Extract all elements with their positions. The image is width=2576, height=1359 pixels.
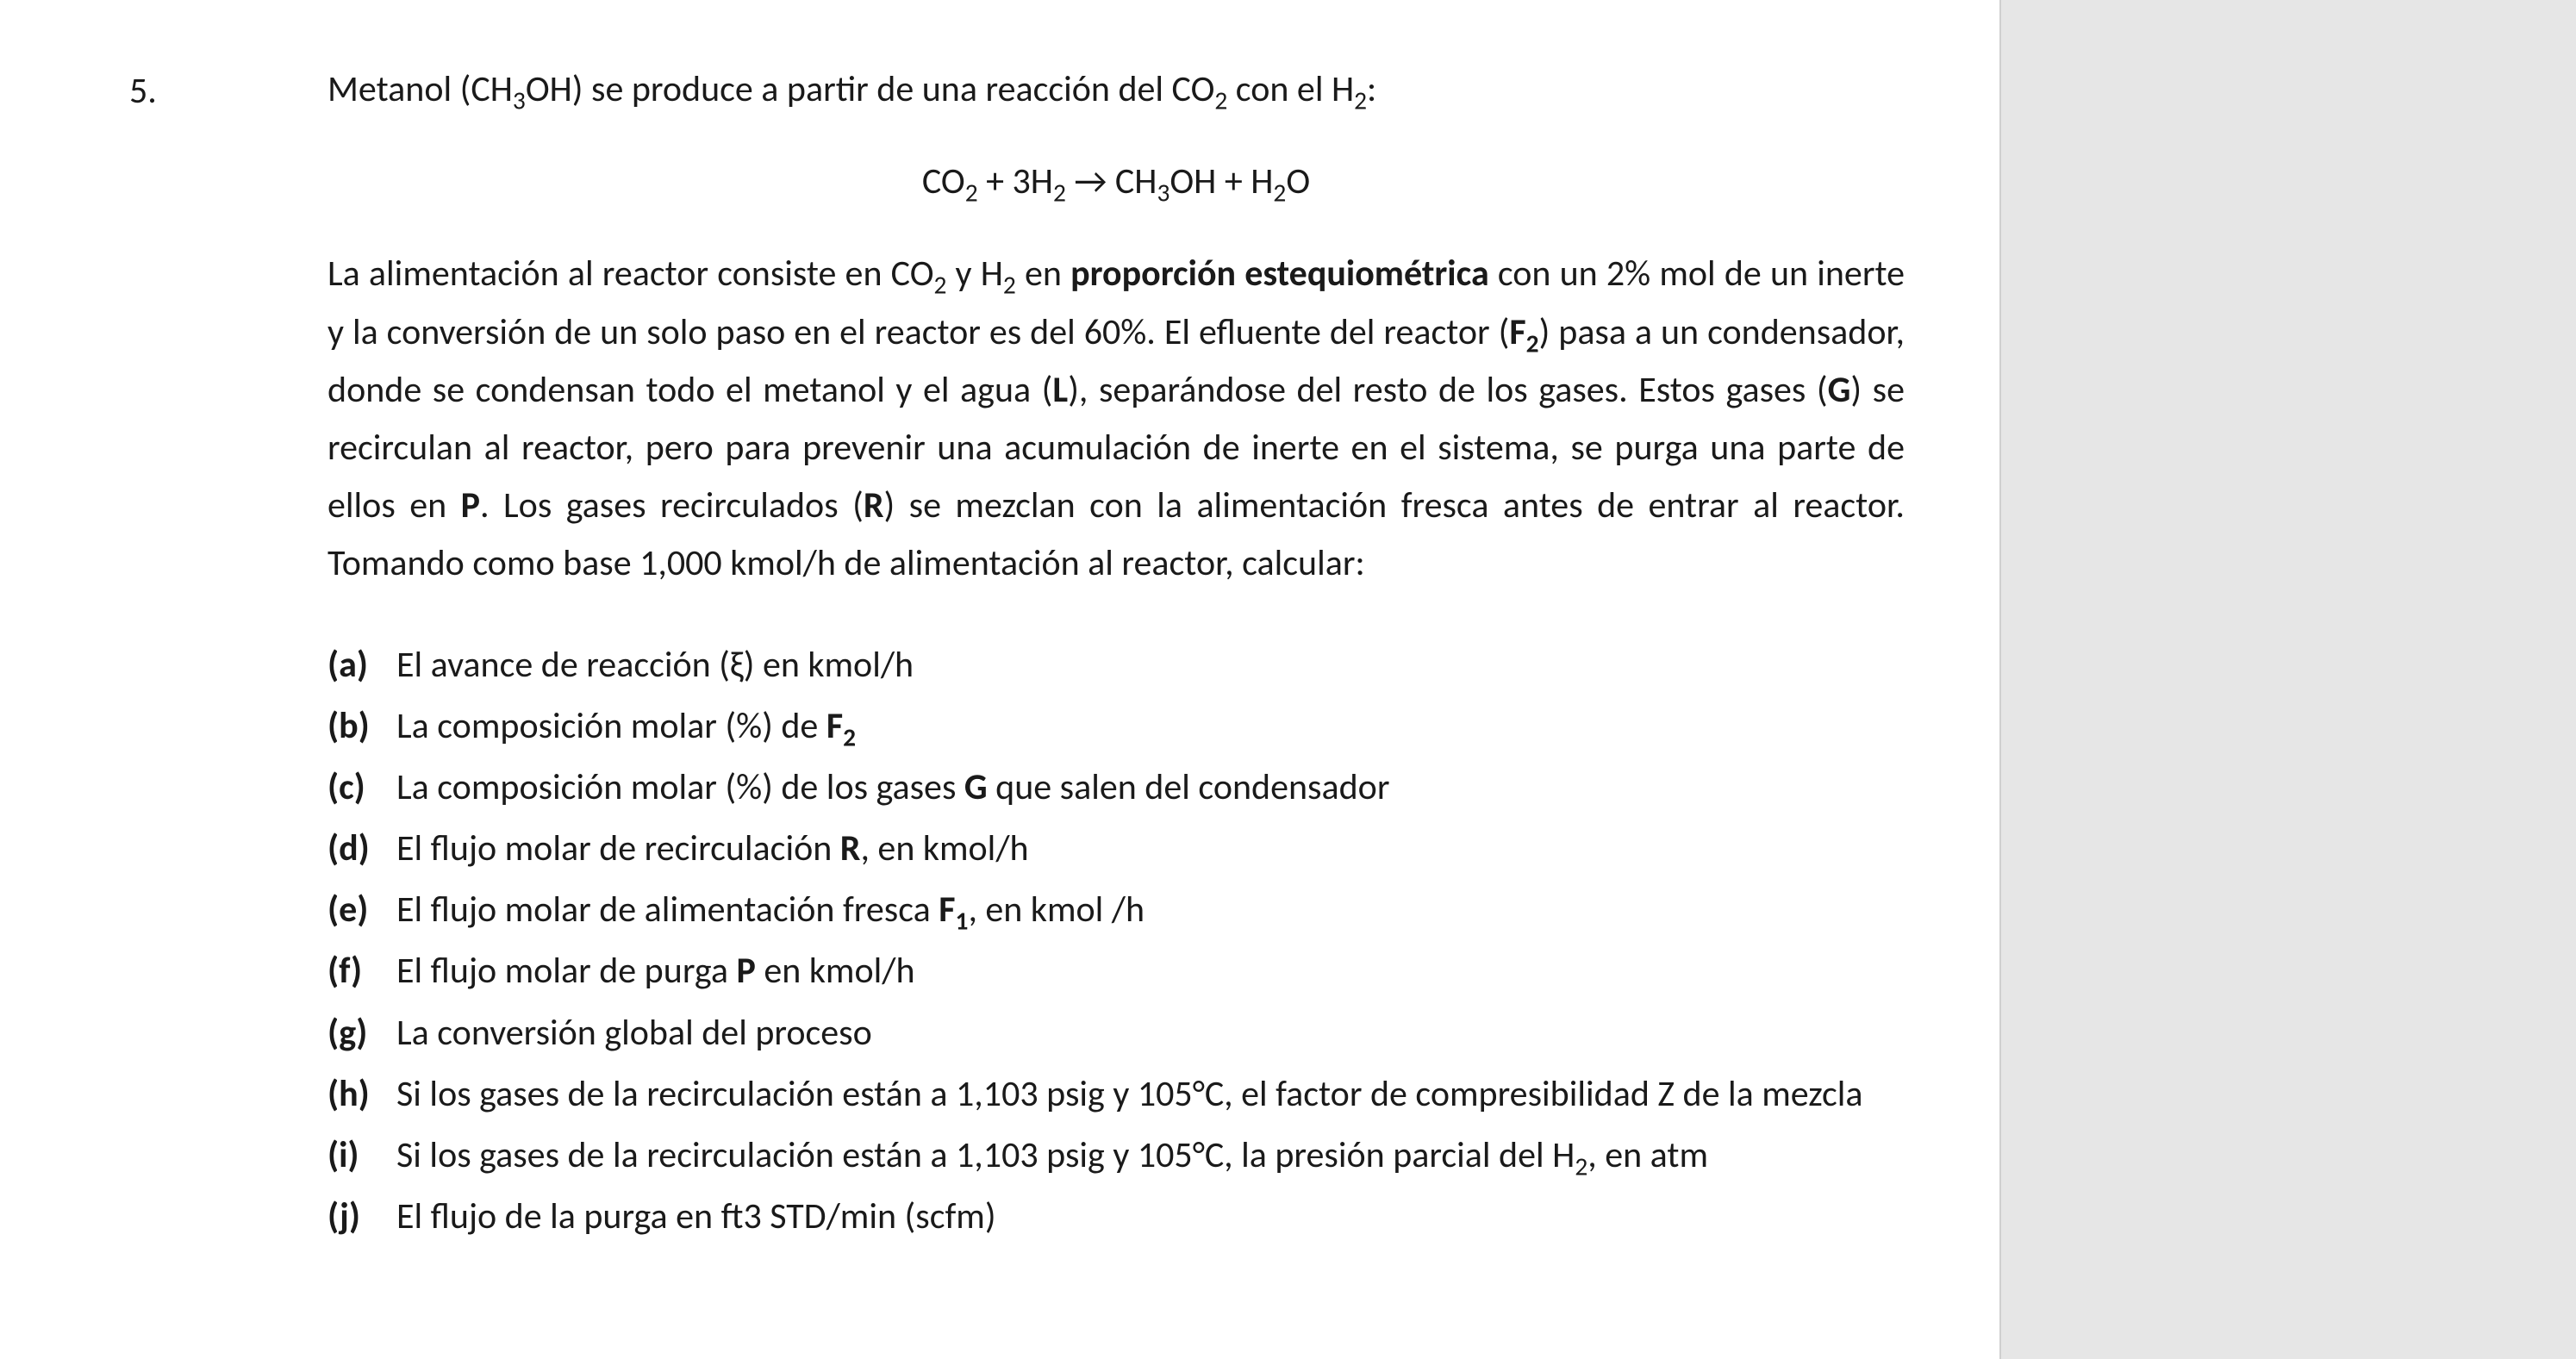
intro-text: Metanol (CH3OH) se produce a partir de u… <box>327 60 1905 118</box>
part-text: El flujo de la purga en ft3 STD/min (scf… <box>396 1188 1905 1245</box>
part-item: (e)El flujo molar de alimentación fresca… <box>327 881 1905 938</box>
part-text: La composición molar (%) de los gases G … <box>396 758 1905 816</box>
part-label: (d) <box>327 820 396 877</box>
part-label: (j) <box>327 1188 396 1245</box>
document-viewport: 5. Metanol (CH3OH) se produce a partir d… <box>0 0 2576 1359</box>
part-item: (b)La composición molar (%) de F2 <box>327 697 1905 755</box>
part-text: La conversión global del proceso <box>396 1004 1905 1062</box>
part-item: (f)El flujo molar de purga P en kmol/h <box>327 942 1905 1000</box>
part-text: El avance de reacción (ξ) en kmol/h <box>396 636 1905 694</box>
part-text: Si los gases de la recirculación están a… <box>396 1065 1905 1123</box>
part-label: (a) <box>327 636 396 694</box>
part-text: El flujo molar de purga P en kmol/h <box>396 942 1905 1000</box>
part-item: (d)El flujo molar de recirculación R, en… <box>327 820 1905 877</box>
part-text: El flujo molar de alimentación fresca F1… <box>396 881 1905 938</box>
part-label: (c) <box>327 758 396 816</box>
problem-number: 5. <box>129 60 327 120</box>
problem-body: La alimentación al reactor consiste en C… <box>327 245 1905 592</box>
part-label: (f) <box>327 942 396 1000</box>
part-item: (g)La conversión global del proceso <box>327 1004 1905 1062</box>
part-item: (i)Si los gases de la recirculación está… <box>327 1126 1905 1184</box>
parts-list: (a)El avance de reacción (ξ) en kmol/h(b… <box>327 636 1905 1246</box>
part-label: (b) <box>327 697 396 755</box>
part-item: (h)Si los gases de la recirculación está… <box>327 1065 1905 1123</box>
part-item: (c)La composición molar (%) de los gases… <box>327 758 1905 816</box>
problem-block: 5. Metanol (CH3OH) se produce a partir d… <box>129 60 1905 1249</box>
part-label: (g) <box>327 1004 396 1062</box>
part-item: (a)El avance de reacción (ξ) en kmol/h <box>327 636 1905 694</box>
part-text: La composición molar (%) de F2 <box>396 697 1905 755</box>
part-text: Si los gases de la recirculación están a… <box>396 1126 1905 1184</box>
part-item: (j)El flujo de la purga en ft3 STD/min (… <box>327 1188 1905 1245</box>
part-label: (e) <box>327 881 396 938</box>
reaction-equation: CO2 + 3H2 → CH3OH + H2O <box>327 153 1905 210</box>
part-label: (i) <box>327 1126 396 1184</box>
document-page: 5. Metanol (CH3OH) se produce a partir d… <box>0 0 1999 1359</box>
part-text: El flujo molar de recirculación R, en km… <box>396 820 1905 877</box>
problem-content: Metanol (CH3OH) se produce a partir de u… <box>327 60 1905 1249</box>
page-gutter <box>1999 0 2576 1359</box>
part-label: (h) <box>327 1065 396 1123</box>
